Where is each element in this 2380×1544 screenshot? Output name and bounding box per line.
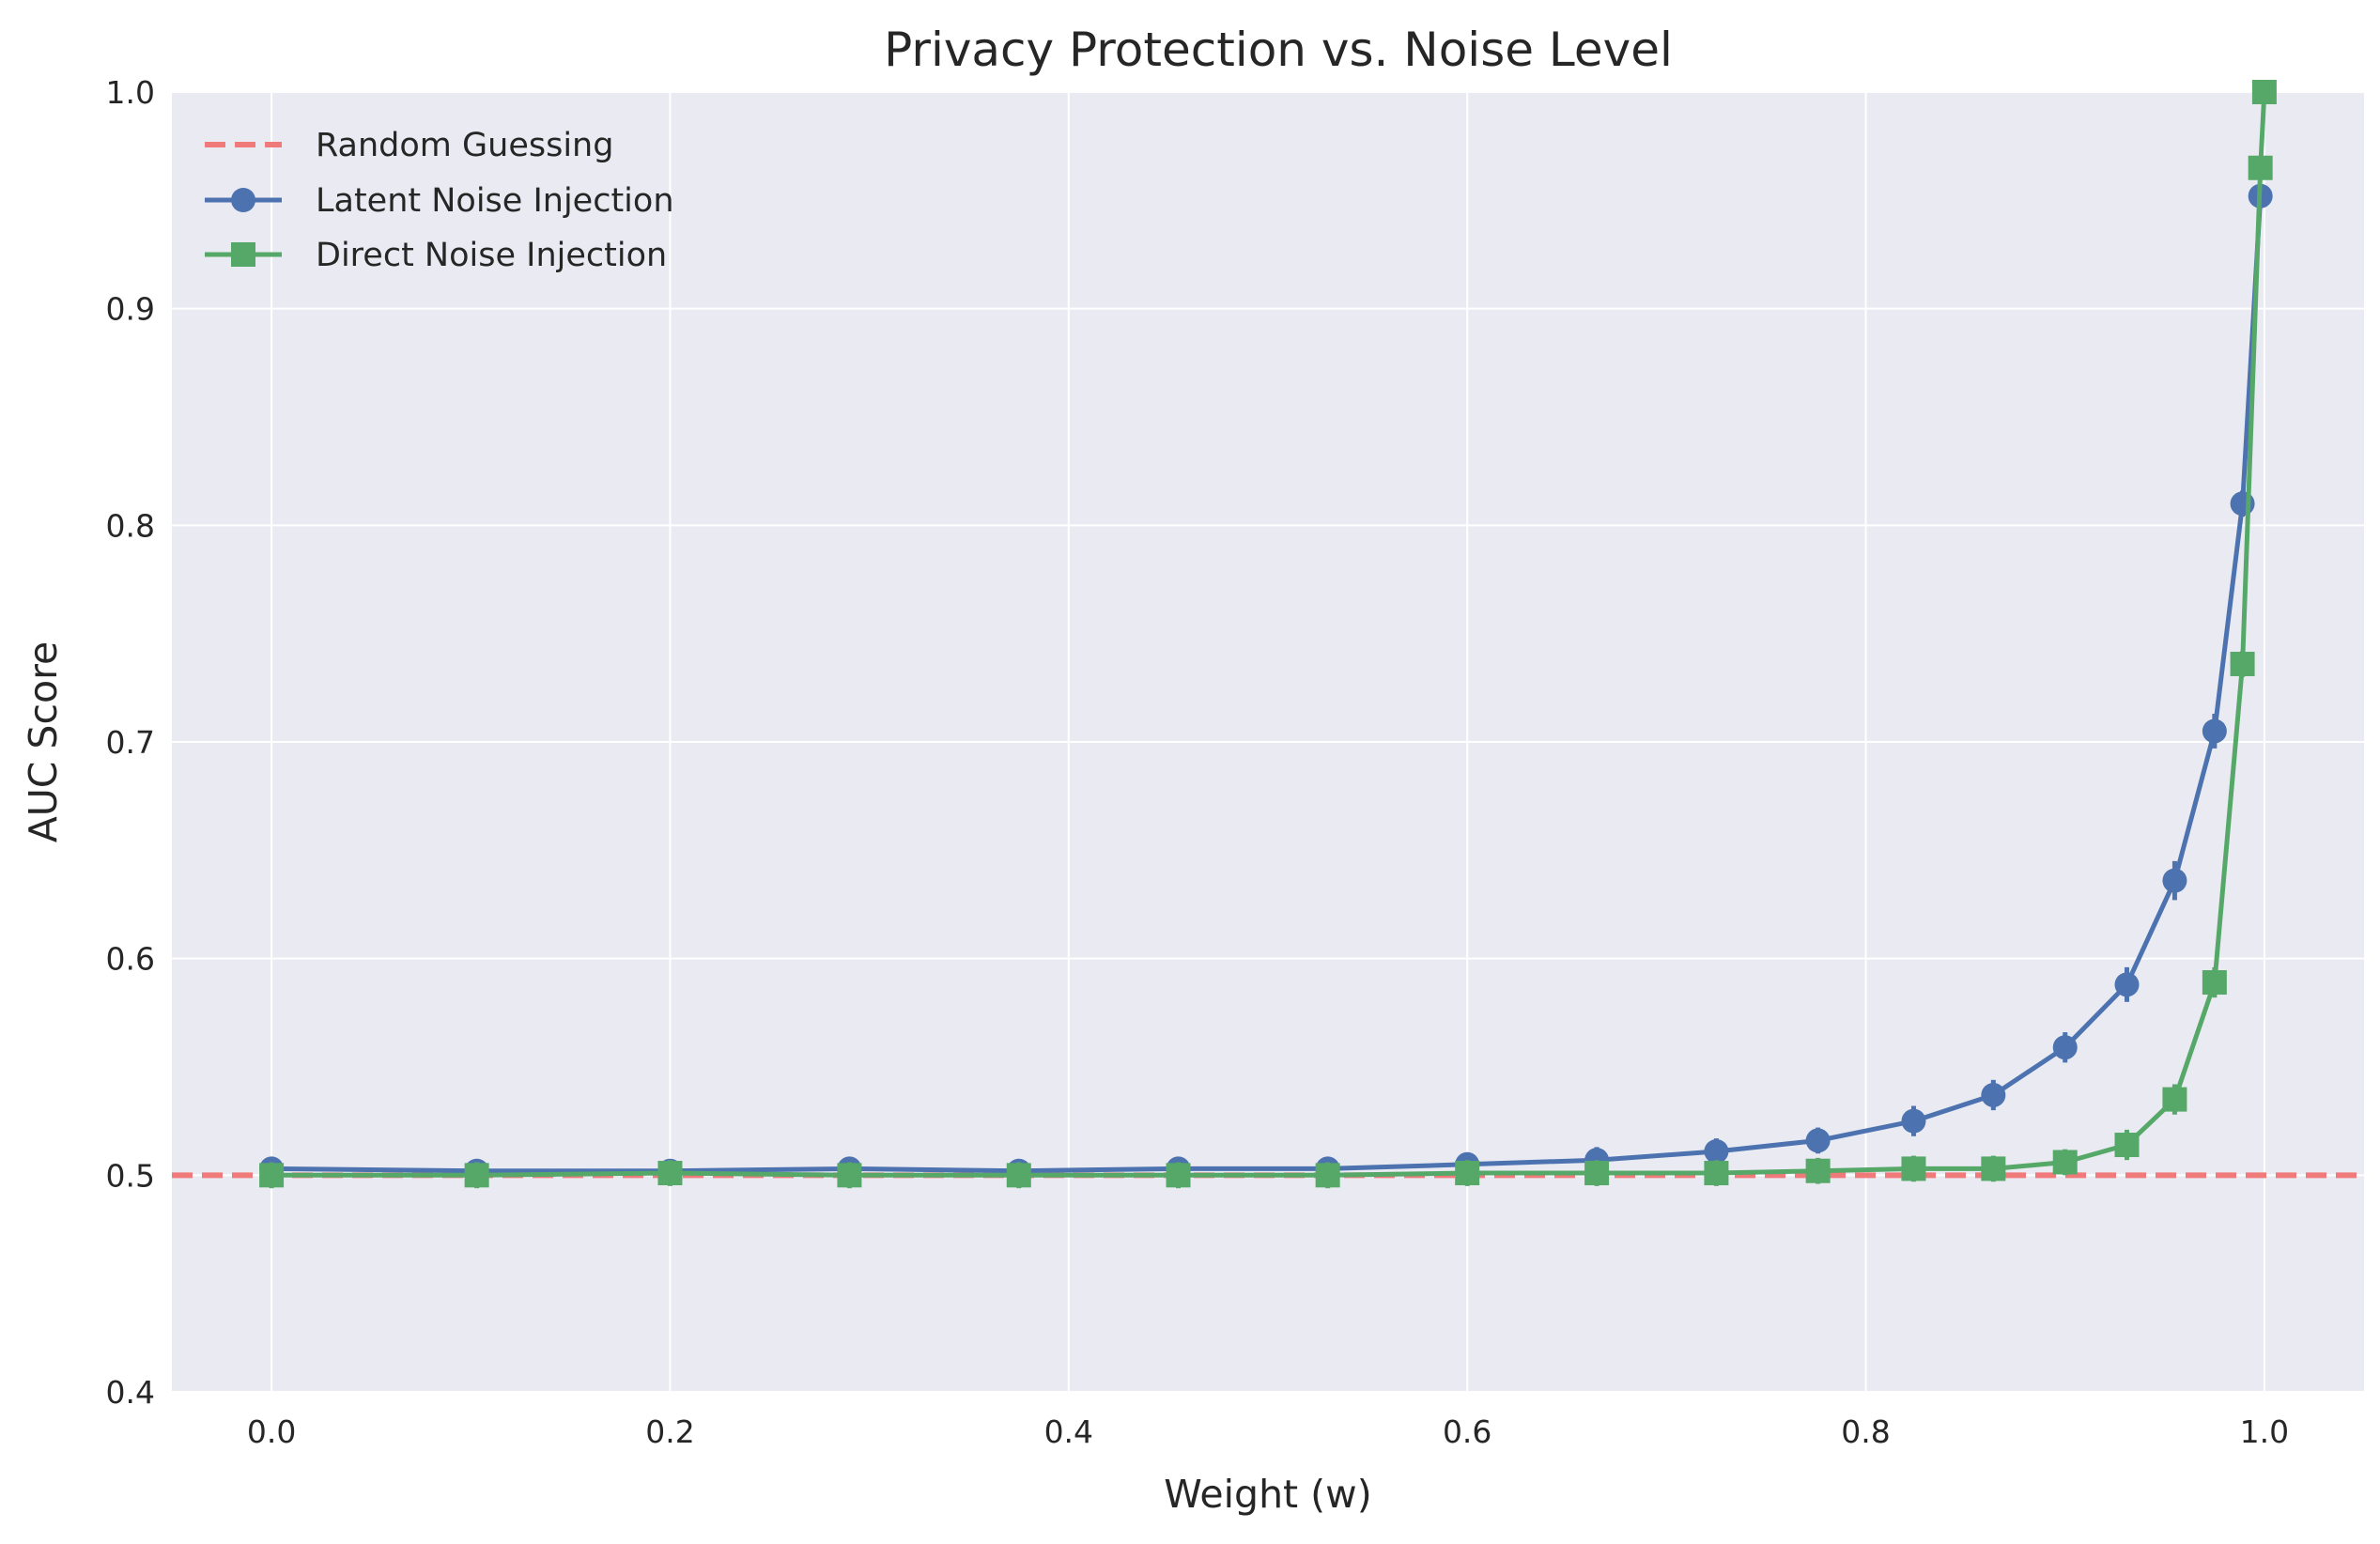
- data-point-direct: [1166, 1163, 1191, 1188]
- y-tick-label: 0.5: [106, 1157, 155, 1194]
- y-tick-label: 0.8: [106, 507, 155, 544]
- legend-swatch-direct-marker: [231, 242, 255, 267]
- legend-label-direct: Direct Noise Injection: [316, 237, 667, 274]
- x-tick-label: 0.0: [247, 1413, 296, 1450]
- data-point-direct: [1455, 1161, 1480, 1186]
- data-point-direct: [1006, 1163, 1031, 1188]
- legend-label-random-guessing: Random Guessing: [316, 127, 613, 164]
- data-point-latent: [2230, 491, 2255, 517]
- data-point-direct: [1805, 1158, 1831, 1183]
- axis-ticks: 0.0 0.2 0.4 0.6 0.8 1.0 0.4 0.5 0.6 0.7 0.8 0.9 1.0: [106, 74, 2290, 1450]
- data-point-direct: [2230, 651, 2255, 676]
- data-point-direct: [1901, 1156, 1926, 1181]
- data-point-latent: [1805, 1128, 1831, 1153]
- legend-label-latent: Latent Noise Injection: [316, 182, 674, 220]
- data-point-direct: [2202, 970, 2227, 996]
- data-point-direct: [657, 1161, 683, 1186]
- series-line-direct: [271, 91, 2267, 1178]
- data-point-direct: [1584, 1161, 1610, 1186]
- data-point-direct: [2251, 80, 2277, 104]
- data-point-direct: [464, 1163, 489, 1188]
- chart-title: Privacy Protection vs. Noise Level: [884, 23, 1673, 77]
- x-tick-label: 0.4: [1044, 1413, 1093, 1450]
- data-point-latent: [2162, 868, 2187, 893]
- data-point-latent: [1981, 1082, 2006, 1107]
- y-tick-label: 0.9: [106, 291, 155, 328]
- data-point-direct: [837, 1163, 862, 1188]
- data-point-latent: [2202, 718, 2227, 744]
- data-point-latent: [2052, 1035, 2078, 1060]
- data-point-latent: [1704, 1138, 1729, 1164]
- y-tick-label: 1.0: [106, 74, 155, 111]
- legend-swatch-latent-marker: [231, 188, 255, 212]
- data-point-direct: [1704, 1161, 1729, 1186]
- data-point-direct: [2114, 1133, 2140, 1158]
- x-tick-label: 1.0: [2240, 1413, 2289, 1450]
- data-series: [172, 80, 2364, 1189]
- y-tick-label: 0.7: [106, 724, 155, 761]
- data-point-latent: [2114, 972, 2140, 997]
- data-point-direct: [259, 1163, 285, 1188]
- data-point-direct: [2162, 1087, 2187, 1112]
- x-axis-label: Weight (w): [1164, 1472, 1371, 1517]
- data-point-latent: [1901, 1108, 1926, 1134]
- y-tick-label: 0.6: [106, 941, 155, 978]
- y-axis-label: AUC Score: [21, 641, 66, 843]
- data-point-direct: [1315, 1163, 1340, 1188]
- x-tick-label: 0.8: [1841, 1413, 1890, 1450]
- data-point-direct: [1981, 1156, 2006, 1181]
- legend: Random Guessing Latent Noise Injection D…: [205, 127, 674, 274]
- x-tick-label: 0.6: [1443, 1413, 1491, 1450]
- data-point-direct: [2052, 1150, 2078, 1175]
- data-point-direct: [2248, 155, 2273, 180]
- x-tick-label: 0.2: [645, 1413, 694, 1450]
- y-tick-label: 0.4: [106, 1374, 155, 1411]
